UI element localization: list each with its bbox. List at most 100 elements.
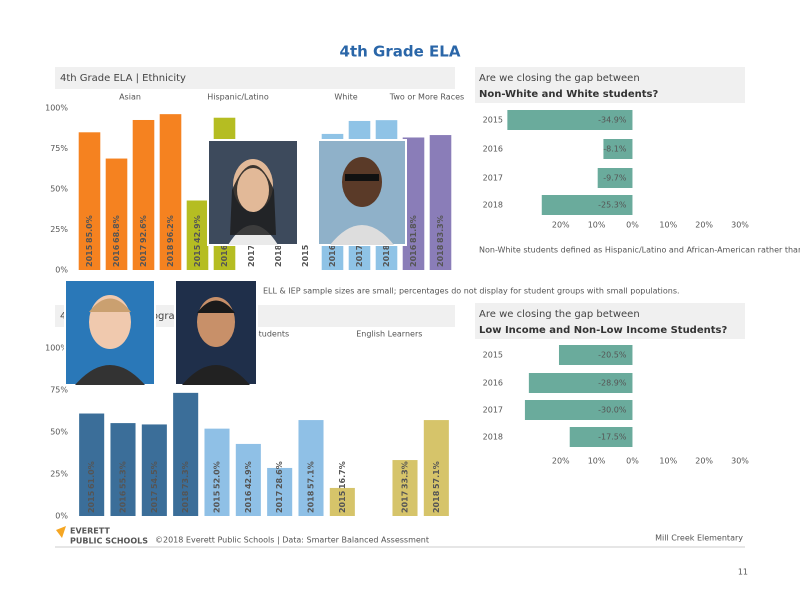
- value-label: 85.0%: [85, 215, 94, 243]
- bar: [105, 158, 128, 270]
- value-label: -8.1%: [603, 145, 627, 154]
- y-tick-label: 2015: [483, 351, 503, 360]
- group-label: Asian: [119, 93, 141, 102]
- bar: [524, 400, 633, 420]
- x-tick-label: 0%: [626, 221, 639, 230]
- value-label: 42.9%: [193, 215, 202, 243]
- charts: 4th Grade ELA | Ethnicity 0% 25% 50% 75% 100%…: [45, 73, 800, 521]
- value-label: -30.0%: [598, 406, 627, 415]
- bar: [423, 420, 449, 516]
- y-tick-label: 2018: [483, 433, 503, 442]
- value-label: -9.7%: [603, 174, 627, 183]
- chart-subtitle: Non-White and White students?: [479, 89, 658, 100]
- note: ELL & IEP sample sizes are small; percen…: [263, 287, 680, 296]
- logo-mark: [56, 526, 66, 538]
- x-tick-label: 2017: [247, 245, 256, 267]
- value-label: 55.3%: [119, 461, 128, 489]
- bar: [429, 135, 452, 270]
- bar: [159, 114, 182, 270]
- logo-text: EVERETT: [70, 527, 110, 536]
- bar: [267, 467, 293, 516]
- x-tick-label: 2015: [338, 490, 347, 513]
- y-tick-label: 2016: [483, 379, 503, 388]
- value-label: 33.3%: [401, 461, 410, 489]
- panel-header: [55, 67, 455, 89]
- x-tick-label: 2018: [166, 244, 175, 267]
- bar: [141, 424, 167, 516]
- group-label: IEP Students: [239, 330, 289, 339]
- y-tick-label: 2015: [483, 116, 503, 125]
- chart-title: Are we closing the gap between: [479, 309, 640, 320]
- y-tick-label: 100%: [45, 104, 68, 113]
- value-label: 16.7%: [338, 461, 347, 489]
- value-label: -25.3%: [598, 201, 627, 210]
- x-tick-label: 2015: [213, 490, 222, 513]
- x-tick-label: 10%: [659, 221, 677, 230]
- value-label: -17.5%: [598, 433, 627, 442]
- footer-text: ©2018 Everett Public Schools | Data: Sma…: [155, 536, 429, 545]
- x-tick-label: 20%: [552, 457, 570, 466]
- x-tick-label: 0%: [626, 457, 639, 466]
- logo-text: PUBLIC SCHOOLS: [70, 537, 148, 546]
- bar: [235, 443, 261, 516]
- chart-subtitle: Low Income and Non-Low Income Students?: [479, 325, 727, 336]
- x-tick-label: 2018: [432, 490, 441, 513]
- y-tick-label: 0%: [55, 512, 68, 521]
- x-tick-label: 2018: [436, 244, 445, 267]
- x-tick-label: 2017: [139, 245, 148, 267]
- y-tick-label: 100%: [45, 344, 68, 353]
- bar: [204, 428, 230, 516]
- value-label: 83.3%: [436, 215, 445, 243]
- y-tick-label: 75%: [50, 386, 68, 395]
- bar: [558, 345, 633, 365]
- bar: [507, 110, 633, 130]
- bar: [528, 373, 633, 393]
- x-tick-label: 2018: [382, 244, 391, 267]
- x-tick-label: 2016: [409, 244, 418, 267]
- value-label: 68.8%: [112, 215, 121, 243]
- value-label: 54.5%: [150, 461, 159, 489]
- school-name: Mill Creek Elementary: [655, 534, 743, 543]
- bar: [392, 460, 418, 516]
- y-tick-label: 25%: [50, 470, 68, 479]
- x-tick-label: 2015: [193, 244, 202, 267]
- bar: [79, 413, 105, 516]
- y-tick-label: 25%: [50, 225, 68, 234]
- chart-title: 4th Grade ELA | Ethnicity: [60, 73, 186, 84]
- panel-header: [475, 67, 745, 103]
- bar: [110, 423, 136, 516]
- group-label: Two or More Races: [389, 93, 464, 102]
- x-tick-label: 2017: [150, 491, 159, 513]
- photo: [317, 139, 407, 246]
- x-tick-label: 2015: [87, 490, 96, 513]
- chart-note: Non-White students defined as Hispanic/L…: [479, 246, 800, 255]
- photo: [64, 279, 156, 386]
- x-tick-label: 2018: [181, 490, 190, 513]
- group-label: White: [334, 93, 357, 102]
- y-tick-label: 75%: [50, 144, 68, 153]
- bar: [603, 139, 633, 159]
- value-label: 73.3%: [181, 461, 190, 489]
- group-label: English Learners: [356, 330, 422, 339]
- x-tick-label: 30%: [731, 221, 749, 230]
- photo: [207, 139, 299, 246]
- bar: [132, 119, 155, 270]
- value-label: -28.9%: [598, 379, 627, 388]
- value-label: 92.6%: [139, 215, 148, 243]
- photos: [64, 139, 407, 386]
- slide-title: 4th Grade ELA: [340, 43, 461, 61]
- x-tick-label: 2016: [112, 244, 121, 267]
- y-tick-label: 2017: [483, 406, 503, 415]
- group-label: Hispanic/Latino: [207, 93, 269, 102]
- x-tick-label: 2015: [301, 244, 310, 267]
- value-label: 42.9%: [244, 461, 253, 489]
- photo: [174, 279, 258, 386]
- chart-title: Are we closing the gap between: [479, 73, 640, 84]
- x-tick-label: 10%: [659, 457, 677, 466]
- y-tick-label: 50%: [50, 185, 68, 194]
- bar: [173, 392, 199, 516]
- y-tick-label: 50%: [50, 428, 68, 437]
- x-tick-label: 2017: [355, 245, 364, 267]
- value-label: 57.1%: [432, 461, 441, 489]
